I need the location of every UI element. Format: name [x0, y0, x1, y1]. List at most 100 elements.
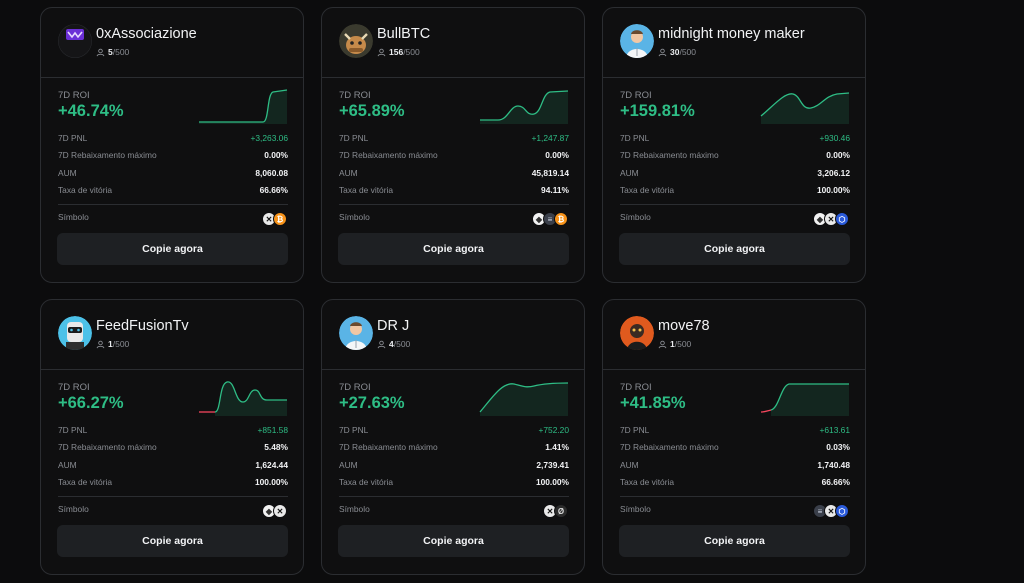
trader-card[interactable]: BullBTC 156/500 7D ROI +65.89% 7D PNL +1,… [321, 7, 585, 283]
pnl-value: +752.20 [538, 425, 569, 435]
trader-card[interactable]: FeedFusionTv 1/500 7D ROI +66.27% 7D PNL… [40, 299, 304, 575]
aum-label: AUM [339, 460, 358, 470]
pnl-value: +851.58 [257, 425, 288, 435]
copiers-current: 156 [389, 47, 404, 57]
roi-sparkline [479, 382, 569, 416]
roi-value: +46.74% [58, 102, 124, 120]
drawdown-row: 7D Rebaixamento máximo 1.41% [339, 441, 569, 453]
pnl-label: 7D PNL [58, 133, 88, 143]
copiers-max: /500 [674, 339, 692, 349]
pnl-label: 7D PNL [58, 425, 88, 435]
trader-name[interactable]: DR J [377, 318, 410, 334]
trader-card[interactable]: DR J 4/500 7D ROI +27.63% 7D PNL +752.20 … [321, 299, 585, 575]
coin-list: ◆ ✕ [262, 504, 287, 518]
trader-header: 0xAssociazione 5/500 [41, 8, 303, 78]
copy-now-button[interactable]: Copie agora [57, 525, 288, 557]
user-icon [658, 340, 667, 348]
roi-sparkline [760, 92, 850, 124]
pnl-row: 7D PNL +1,247.87 [339, 132, 569, 144]
trader-name[interactable]: FeedFusionTv [96, 318, 189, 334]
trader-name[interactable]: 0xAssociazione [96, 26, 197, 42]
trader-card[interactable]: move78 1/500 7D ROI +41.85% 7D PNL +613.6… [602, 299, 866, 575]
divider [339, 204, 569, 205]
win-rate-value: 100.00% [816, 185, 850, 195]
drawdown-value: 0.00% [545, 150, 569, 160]
aum-row: AUM 45,819.14 [339, 167, 569, 179]
pnl-label: 7D PNL [339, 425, 369, 435]
avatar[interactable] [339, 24, 373, 58]
avatar[interactable] [58, 24, 92, 58]
copiers-max: /500 [112, 339, 130, 349]
aum-label: AUM [58, 460, 77, 470]
coin-list: ✕ ₿ [262, 212, 287, 226]
user-icon [96, 48, 105, 56]
pnl-label: 7D PNL [339, 133, 369, 143]
x-token-icon: ✕ [273, 504, 287, 518]
trader-card[interactable]: 0xAssociazione 5/500 7D ROI +46.74% 7D P… [40, 7, 304, 283]
drawdown-row: 7D Rebaixamento máximo 0.00% [339, 149, 569, 161]
aum-value: 3,206.12 [817, 168, 850, 178]
win-rate-label: Taxa de vitória [620, 185, 674, 195]
copiers-max: /500 [112, 47, 130, 57]
divider [339, 496, 569, 497]
avatar[interactable] [620, 316, 654, 350]
aum-row: AUM 1,740.48 [620, 459, 850, 471]
divider [620, 496, 850, 497]
pnl-row: 7D PNL +613.61 [620, 424, 850, 436]
pnl-value: +613.61 [819, 425, 850, 435]
copiers-current: 1 [670, 339, 675, 349]
aum-label: AUM [620, 460, 639, 470]
copy-now-button[interactable]: Copie agora [619, 233, 850, 265]
user-icon [377, 340, 386, 348]
roi-label: 7D ROI [339, 90, 371, 101]
avatar[interactable] [620, 24, 654, 58]
pnl-row: 7D PNL +851.58 [58, 424, 288, 436]
copy-now-button[interactable]: Copie agora [57, 233, 288, 265]
roi-value: +66.27% [58, 394, 124, 412]
drawdown-value: 0.00% [826, 150, 850, 160]
trader-header: midnight money maker 30/500 [603, 8, 865, 78]
avatar[interactable] [58, 316, 92, 350]
aum-label: AUM [620, 168, 639, 178]
trader-card[interactable]: midnight money maker 30/500 7D ROI +159.… [602, 7, 866, 283]
link-icon: ⬡ [835, 504, 849, 518]
x-token-icon: ✕ [824, 504, 838, 518]
symbol-label: Símbolo [58, 504, 89, 514]
win-rate-value: 100.00% [535, 477, 569, 487]
drawdown-label: 7D Rebaixamento máximo [620, 442, 719, 452]
win-rate-row: Taxa de vitória 66.66% [58, 184, 288, 196]
copy-now-button[interactable]: Copie agora [338, 525, 569, 557]
copy-now-button[interactable]: Copie agora [338, 233, 569, 265]
win-rate-row: Taxa de vitória 94.11% [339, 184, 569, 196]
avatar[interactable] [339, 316, 373, 350]
user-icon [96, 340, 105, 348]
copy-now-button[interactable]: Copie agora [619, 525, 850, 557]
win-rate-row: Taxa de vitória 100.00% [339, 476, 569, 488]
aum-value: 8,060.08 [255, 168, 288, 178]
trader-name[interactable]: move78 [658, 318, 710, 334]
aum-value: 1,624.44 [255, 460, 288, 470]
copiers-max: /500 [679, 47, 697, 57]
drawdown-value: 0.03% [826, 442, 850, 452]
copiers-current: 30 [670, 47, 680, 57]
copiers-count: 1/500 [658, 339, 691, 349]
drawdown-value: 1.41% [545, 442, 569, 452]
drawdown-row: 7D Rebaixamento máximo 0.00% [620, 149, 850, 161]
roi-value: +27.63% [339, 394, 405, 412]
coin-list: ≡ ✕ ⬡ [813, 504, 849, 518]
trader-name[interactable]: midnight money maker [658, 26, 805, 42]
btc-icon: ₿ [554, 212, 568, 226]
aum-value: 45,819.14 [531, 168, 569, 178]
win-rate-row: Taxa de vitória 100.00% [58, 476, 288, 488]
copiers-count: 156/500 [377, 47, 420, 57]
user-icon [658, 48, 667, 56]
aum-label: AUM [339, 168, 358, 178]
trader-name[interactable]: BullBTC [377, 26, 431, 42]
link-icon: ⬡ [835, 212, 849, 226]
win-rate-value: 100.00% [254, 477, 288, 487]
ena-icon: ≡ [543, 212, 557, 226]
aum-row: AUM 2,739.41 [339, 459, 569, 471]
drawdown-row: 7D Rebaixamento máximo 0.03% [620, 441, 850, 453]
drawdown-row: 7D Rebaixamento máximo 0.00% [58, 149, 288, 161]
pnl-value: +930.46 [819, 133, 850, 143]
